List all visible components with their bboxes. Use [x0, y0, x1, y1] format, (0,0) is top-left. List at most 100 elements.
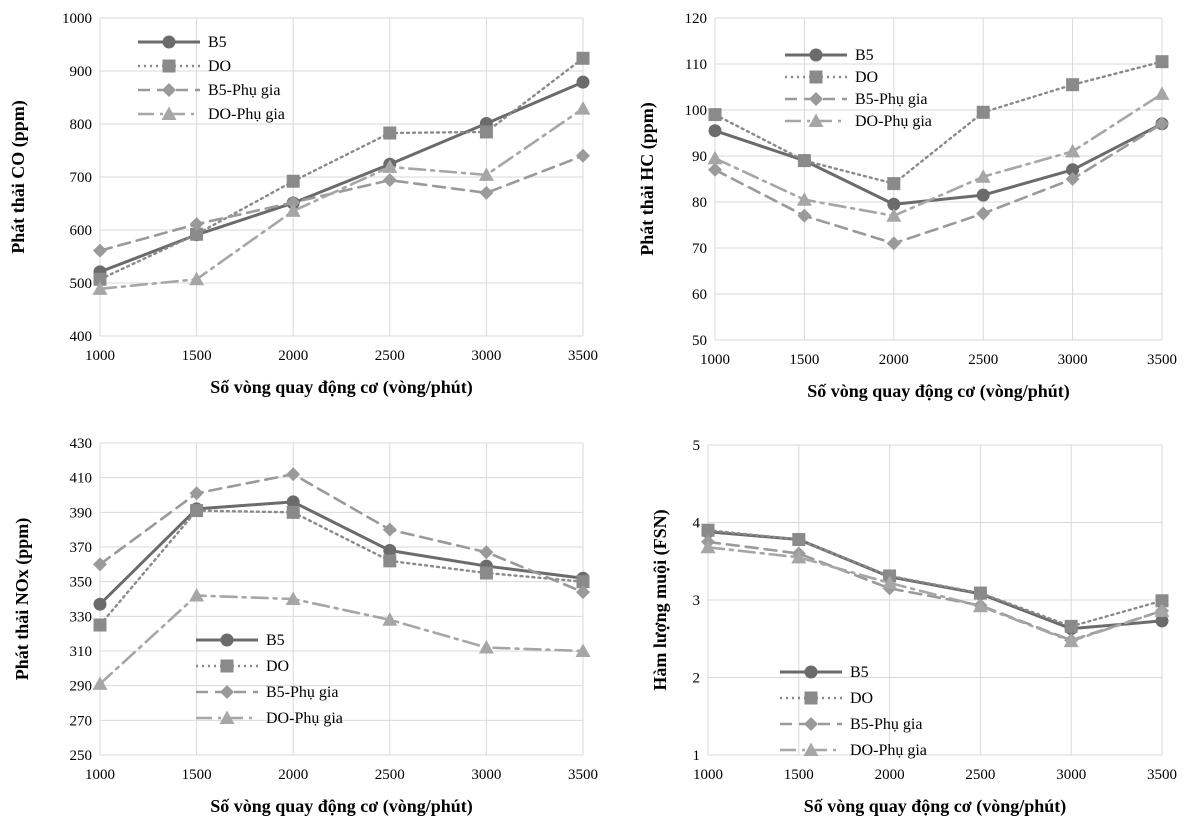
data-point — [575, 643, 591, 657]
series-line — [713, 92, 1164, 218]
data-point — [792, 533, 806, 547]
chart-hc-panel: 50 60 70 80 90 100 110 120 1000 1500 2000 2500 3000 3… — [600, 0, 1191, 420]
x-tick-label: 1500 — [182, 348, 212, 364]
data-point — [1154, 603, 1170, 617]
y-tick-label: 330 — [70, 609, 93, 625]
chart-hc: 50 60 70 80 90 100 110 120 1000 1500 2000 2500 3000 3… — [637, 11, 1177, 402]
y-tick-label: 270 — [70, 713, 93, 729]
x-tick-label: 2500 — [375, 767, 405, 783]
data-point — [576, 575, 590, 589]
x-tick-label: 2500 — [375, 348, 405, 364]
series-line — [98, 107, 585, 291]
y-tick-label: 800 — [70, 117, 93, 133]
data-point — [882, 575, 898, 589]
x-axis-label: Số vòng quay động cơ (vòng/phút) — [807, 381, 1070, 402]
legend-item: B5 — [780, 664, 869, 681]
legend-label: B5-Phụ gia — [855, 91, 927, 108]
data-point — [189, 486, 204, 501]
series-do — [701, 523, 1169, 633]
data-point — [479, 566, 493, 580]
legend-item: B5-Phụ gia — [785, 91, 927, 108]
data-point — [382, 173, 397, 188]
legend-item: DO-Phụ gia — [780, 742, 927, 759]
data-point — [93, 243, 107, 258]
legend-label: DO-Phụ gia — [850, 742, 927, 759]
legend-item: DO — [785, 69, 878, 86]
legend-marker — [803, 742, 819, 756]
y-tick-label: 400 — [70, 329, 93, 345]
data-point — [285, 203, 301, 217]
series-line — [713, 60, 1164, 185]
series-line — [98, 594, 585, 686]
chart-co-panel: 400 500 600 700 800 900 1000 1000 1500 2000 2500 30… — [0, 0, 600, 420]
legend-label: B5 — [855, 47, 874, 64]
legend-marker — [220, 659, 234, 673]
legend-marker — [804, 691, 818, 705]
chart-fsn-panel: 1 2 3 4 5 1000 1500 2000 2500 3000 3500 Số vòng qua… — [600, 425, 1191, 827]
series-b5-ph-gia — [701, 534, 1169, 648]
data-point — [93, 272, 107, 286]
x-tick-label: 3500 — [1147, 352, 1177, 368]
legend-marker — [804, 665, 818, 679]
series-line — [98, 500, 585, 606]
data-point — [478, 640, 494, 654]
data-point — [1064, 619, 1078, 633]
data-point — [93, 597, 107, 611]
data-point — [1155, 116, 1169, 131]
legend-label: DO — [208, 58, 231, 75]
legend-marker — [220, 633, 234, 647]
series-b5-ph-gia — [93, 467, 590, 600]
chart-fsn: 1 2 3 4 5 1000 1500 2000 2500 3000 3500 Số vòng qua… — [650, 438, 1177, 817]
series-do — [93, 504, 590, 632]
data-point — [1065, 172, 1080, 186]
data-point — [973, 586, 987, 600]
series-do — [93, 51, 590, 286]
x-tick-labels: 1000 1500 2000 2500 3000 3500 — [700, 352, 1177, 368]
series-line — [713, 122, 1164, 245]
legend-marker — [804, 717, 818, 731]
data-point — [708, 108, 722, 122]
x-tick-label: 3500 — [1147, 767, 1177, 783]
legend-label: B5 — [266, 632, 285, 649]
data-point — [707, 150, 723, 165]
y-tick-label: 70 — [692, 241, 707, 257]
series-line — [98, 57, 585, 281]
chart-nox: 250 270 290 310 330 350 370 390 410 430 1000 1500 20… — [12, 436, 598, 817]
x-tick-label: 1000 — [693, 767, 723, 783]
data-point — [797, 208, 812, 223]
legend-item: B5 — [785, 47, 874, 64]
series-line — [98, 472, 585, 594]
y-tick-label: 390 — [70, 505, 93, 521]
y-tick-label: 110 — [685, 57, 707, 73]
x-tick-label: 1000 — [85, 348, 115, 364]
x-tick-label: 1500 — [784, 767, 814, 783]
y-tick-label: 1000 — [62, 11, 92, 27]
x-tick-label: 3000 — [471, 348, 501, 364]
y-gridlines — [714, 17, 1163, 341]
data-point — [479, 545, 494, 560]
y-gridlines — [99, 17, 584, 337]
y-tick-label: 370 — [70, 540, 93, 556]
series-b5-ph-gia — [93, 148, 590, 258]
legend-item: B5-Phụ gia — [196, 684, 338, 701]
legend-label: B5-Phụ gia — [266, 684, 338, 701]
x-tick-label: 2000 — [278, 767, 308, 783]
data-point — [576, 75, 590, 89]
data-point — [791, 549, 807, 564]
legend: B5 DO B5-Phụ gia DO-Phụ gia — [780, 664, 927, 759]
y-axis-label: Phát thải HC (ppm) — [637, 102, 658, 256]
y-tick-label: 60 — [692, 287, 707, 303]
x-tick-label: 1000 — [700, 352, 730, 368]
y-tick-label: 100 — [685, 103, 708, 119]
x-tick-label: 1000 — [85, 767, 115, 783]
data-point — [701, 523, 715, 537]
data-point — [285, 591, 301, 605]
series-line — [706, 546, 1164, 643]
data-point — [976, 188, 990, 202]
y-tick-label: 4 — [693, 516, 701, 532]
legend-item: DO — [780, 690, 873, 707]
data-point — [1155, 614, 1169, 628]
data-point — [1154, 86, 1170, 100]
y-tick-label: 120 — [685, 11, 708, 27]
y-tick-labels: 1 2 3 4 5 — [693, 438, 701, 764]
